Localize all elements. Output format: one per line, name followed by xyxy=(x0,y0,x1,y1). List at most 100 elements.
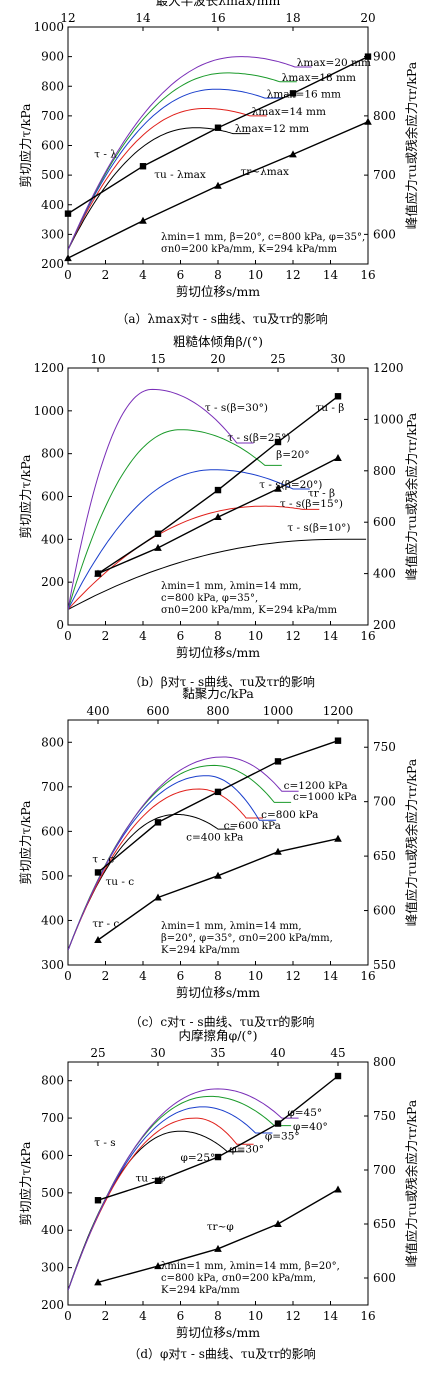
curve-label: c=1200 kPa xyxy=(284,780,348,792)
curve-label: β=20° xyxy=(276,449,309,461)
peak-marker-1 xyxy=(94,869,102,876)
tau-s-curve-5 xyxy=(68,756,299,951)
right-tick-label: 600 xyxy=(373,227,396,241)
y-axis-label: 剪切应力τ/kPa xyxy=(18,454,33,539)
residual-marker-2 xyxy=(154,893,162,901)
peak-marker-5 xyxy=(334,393,342,400)
residual-marker-2 xyxy=(154,1262,162,1270)
top-tick-label: 400 xyxy=(87,704,110,718)
top-tick-label: 16 xyxy=(210,11,225,25)
curve-label: c=1000 kPa xyxy=(293,791,357,803)
top-tick-label: 40 xyxy=(270,1046,285,1060)
parameter-note: K=294 kPa/mm xyxy=(161,1285,240,1296)
curve-label: c=800 kPa xyxy=(261,809,318,821)
peak-marker-4 xyxy=(274,1120,282,1127)
y-tick-label: 800 xyxy=(41,447,64,461)
y-tick-label: 200 xyxy=(41,257,64,271)
y-tick-label: 400 xyxy=(41,1223,64,1237)
y-tick-label: 200 xyxy=(41,1298,64,1312)
x-axis-label: 剪切位移s/mm xyxy=(176,645,260,660)
x-tick-label: 14 xyxy=(323,268,339,282)
chart-panel-3: 0 2 4 6 8 10 12 14 16 300 400 500 600 700 800 400 600 800… xyxy=(18,686,419,1029)
right-axis-label: 峰值应力τu或残余应力τr/kPa xyxy=(404,1099,419,1267)
x-tick-label: 0 xyxy=(64,268,72,282)
right-tick-label: 750 xyxy=(373,1109,396,1123)
residual-marker-3 xyxy=(214,181,222,189)
top-tick-label: 20 xyxy=(210,352,225,366)
y-tick-label: 400 xyxy=(41,532,64,546)
x-tick-label: 8 xyxy=(214,629,222,643)
parameter-note: σn0=200 kPa/mm, K=294 kPa/mm xyxy=(161,244,338,255)
x-tick-label: 14 xyxy=(323,969,339,983)
x-tick-label: 4 xyxy=(139,969,147,983)
top-tick-label: 25 xyxy=(90,1046,105,1060)
residual-marker-1 xyxy=(94,569,102,577)
curve-group xyxy=(68,756,299,951)
y-tick-label: 1000 xyxy=(33,20,64,34)
peak-marker-2 xyxy=(154,530,162,537)
right-tick-label: 1200 xyxy=(373,361,404,375)
curve-group xyxy=(68,388,367,611)
y-tick-label: 400 xyxy=(41,198,64,212)
x-tick-label: 10 xyxy=(248,969,263,983)
panel-caption: （c）c对τ - s曲线、τu及τr的影响 xyxy=(130,1014,315,1029)
curve-label: φ=40° xyxy=(293,1121,328,1133)
peak-marker-3 xyxy=(214,124,222,131)
y-tick-label: 600 xyxy=(41,1148,64,1162)
x-axis-label: 剪切位移s/mm xyxy=(176,1325,260,1340)
peak-marker-1 xyxy=(94,1197,102,1204)
top-axis-label: 最大半波长λmax/mm xyxy=(156,0,281,8)
curve-label: τu - φ xyxy=(136,1173,166,1185)
parameter-note: β=20°, φ=35°, σn0=200 kPa/mm, xyxy=(161,933,333,944)
tau-s-curve-1 xyxy=(68,538,367,611)
top-tick-label: 20 xyxy=(360,11,375,25)
y-tick-label: 700 xyxy=(41,780,64,794)
tau-s-curve-5 xyxy=(68,56,312,250)
top-tick-label: 800 xyxy=(207,704,230,718)
curve-label: τ - s(β=20°) xyxy=(259,479,322,491)
curve-label: τr - c xyxy=(92,918,119,930)
chart-panel-1: 0 2 4 6 8 10 12 14 16 200 300 400 500 600 700 800 900 100… xyxy=(18,0,419,326)
x-tick-label: 6 xyxy=(177,268,185,282)
right-axis-label: 峰值应力τu或残余应力τr/kPa xyxy=(404,412,419,580)
x-tick-label: 8 xyxy=(214,268,222,282)
panel-caption: （b）β对τ - s曲线、τu及τr的影响 xyxy=(129,674,315,689)
x-tick-label: 8 xyxy=(214,1309,222,1323)
curve-label: λmax=16 mm xyxy=(267,89,341,101)
x-axis-label: 剪切位移s/mm xyxy=(176,284,260,299)
tau-s-curve-5 xyxy=(68,388,254,610)
curve-label: τ - s xyxy=(94,1137,115,1149)
tau-s-curve-4 xyxy=(68,429,282,610)
peak-series-line xyxy=(97,740,339,873)
x-tick-label: 16 xyxy=(360,969,375,983)
y-tick-label: 500 xyxy=(41,1186,64,1200)
top-tick-label: 1200 xyxy=(323,704,354,718)
residual-marker-3 xyxy=(214,871,222,879)
x-tick-label: 10 xyxy=(248,629,263,643)
curve-label: τu - λmax xyxy=(154,169,206,181)
peak-marker-3 xyxy=(214,1153,222,1161)
curve-label: φ=45° xyxy=(287,1107,322,1119)
residual-marker-4 xyxy=(274,484,282,492)
y-tick-label: 300 xyxy=(41,1261,64,1275)
y-axis-label: 剪切应力τ/kPa xyxy=(18,1141,33,1226)
right-tick-label: 650 xyxy=(373,849,396,863)
peak-marker-4 xyxy=(289,90,297,97)
peak-marker-2 xyxy=(139,163,147,170)
parameter-note: λmin=1 mm, λmin=14 mm, β=20°, xyxy=(161,1261,340,1272)
right-tick-label: 550 xyxy=(373,958,396,972)
y-tick-label: 900 xyxy=(41,50,64,64)
peak-marker-2 xyxy=(154,1177,162,1184)
residual-marker-4 xyxy=(289,150,297,158)
curve-label: τ - s(β=25°) xyxy=(227,432,290,444)
top-tick-label: 15 xyxy=(150,352,165,366)
parameter-note: λmin=1 mm, λmin=14 mm, xyxy=(161,921,302,932)
y-tick-label: 800 xyxy=(41,1074,64,1088)
right-axis-label: 峰值应力τu或残余应力τr/kPa xyxy=(404,61,419,229)
top-tick-label: 12 xyxy=(60,11,75,25)
peak-series-line xyxy=(97,1075,339,1201)
x-tick-label: 12 xyxy=(285,969,300,983)
curve-label: τu - c xyxy=(106,876,135,888)
tau-s-curve-2 xyxy=(68,505,320,610)
